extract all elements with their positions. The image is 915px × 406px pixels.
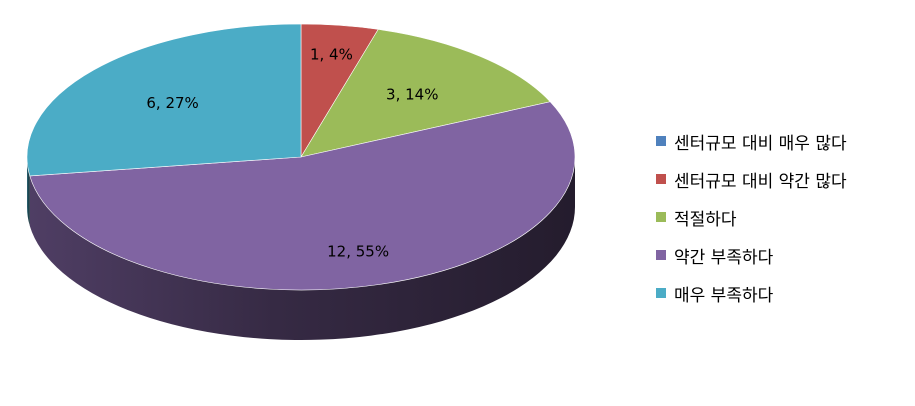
legend-label: 센터규모 대비 약간 많다 (674, 171, 847, 192)
legend-swatch (656, 288, 666, 298)
legend-label: 센터규모 대비 매우 많다 (674, 133, 847, 154)
legend-item: 센터규모 대비 약간 많다 (656, 160, 911, 198)
pie-top-layer (26, 23, 576, 291)
pie-slice (300, 29, 551, 158)
legend-label: 매우 부족하다 (674, 285, 774, 306)
pie-data-label: 3, 14% (386, 86, 438, 104)
legend-label: 약간 부족하다 (674, 247, 774, 268)
legend: 센터규모 대비 매우 많다 센터규모 대비 약간 많다 적절하다 약간 부족하다… (656, 122, 911, 312)
pie-slice (26, 23, 302, 177)
legend-swatch (656, 174, 666, 184)
legend-swatch (656, 212, 666, 222)
legend-swatch (656, 250, 666, 260)
pie-data-label: 12, 55% (327, 242, 389, 260)
pie-slice-side (29, 157, 576, 340)
pie-label-layer: 1, 4% 3, 14% 12, 55% 6, 27% (146, 45, 438, 260)
pie-slice (29, 101, 576, 291)
pie-data-label: 1, 4% (310, 45, 353, 63)
legend-label: 적절하다 (674, 209, 737, 230)
pie-data-label: 6, 27% (146, 94, 198, 112)
legend-item: 적절하다 (656, 198, 911, 236)
legend-swatch (656, 136, 666, 146)
legend-item: 약간 부족하다 (656, 236, 911, 274)
legend-item: 센터규모 대비 매우 많다 (656, 122, 911, 160)
legend-item: 매우 부족하다 (656, 274, 911, 312)
